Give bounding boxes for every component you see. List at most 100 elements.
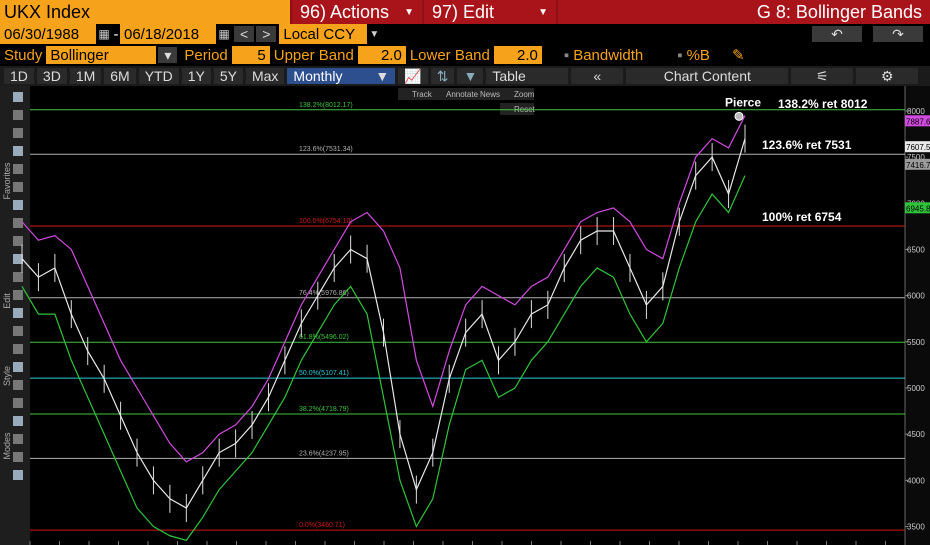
last-value-box [905, 141, 930, 153]
chart-icon[interactable]: ▼ [457, 68, 484, 84]
side-icon[interactable] [13, 272, 23, 282]
function-label: G 8: Bollinger Bands [756, 1, 922, 22]
chart-tool[interactable]: News [480, 90, 500, 99]
table-tab[interactable]: Table [486, 68, 569, 84]
level-label: 23.6%(4237.95) [299, 450, 349, 457]
range-tab[interactable]: 1D [4, 68, 34, 84]
series-line [21, 115, 746, 463]
edit-label: 97) Edit [432, 1, 495, 22]
side-icon[interactable] [13, 200, 23, 210]
annotation: 100% ret 6754 [762, 210, 842, 224]
tool-icon[interactable]: ⚟ [791, 68, 854, 84]
actions-label: 96) Actions [300, 1, 390, 22]
range-bar: 1D 3D 1M 6M YTD 1Y 5Y Max Monthly ▼ 📈 ⇅ ▼ Table «Chart… [0, 66, 930, 86]
study-select[interactable]: Bollinger [46, 46, 157, 64]
range-tab[interactable]: 1M [69, 68, 102, 84]
side-icon[interactable] [13, 254, 23, 264]
range-tab[interactable]: 3D [36, 68, 67, 84]
study-bar: Study Bollinger ▾ Period 5 Upper Band 2.… [0, 44, 930, 66]
prev-button[interactable]: < [234, 26, 255, 42]
chart-tool[interactable]: Annotate [446, 90, 479, 99]
side-tab: Favorites [2, 162, 12, 200]
side-icon[interactable] [13, 398, 23, 408]
level-label: 38.2%(4718.79) [299, 406, 349, 413]
level-label: 100.0%(6754.10) [299, 218, 353, 225]
level-label: 61.8%(5496.02) [299, 334, 349, 341]
side-icon[interactable] [13, 470, 23, 480]
edit-menu[interactable]: 97) Edit ▼ [424, 0, 556, 24]
end-date[interactable]: 06/18/2018 [120, 24, 216, 44]
range-tab[interactable]: YTD [138, 68, 179, 84]
side-tab: Edit [2, 293, 12, 309]
chart-tool[interactable]: Track [412, 90, 433, 99]
level-label: 0.0%(3460.71) [299, 522, 345, 529]
function-title: G 8: Bollinger Bands [558, 0, 930, 24]
actions-menu[interactable]: 96) Actions ▼ [292, 0, 422, 24]
side-icon[interactable] [13, 182, 23, 192]
side-icon[interactable] [13, 146, 23, 156]
chart-tools [398, 88, 534, 100]
y-tick-label: 5500 [907, 338, 925, 347]
period-input[interactable]: 5 [231, 46, 270, 64]
currency[interactable]: Local CCY [279, 24, 368, 44]
side-icon[interactable] [13, 236, 23, 246]
next-button[interactable]: > [256, 26, 277, 42]
side-icon[interactable] [13, 308, 23, 318]
tool-icon[interactable]: ⚙ [856, 68, 919, 84]
side-icon[interactable] [13, 164, 23, 174]
chart: Favorites Edit Style Modes Track Annotate News… [0, 86, 930, 545]
frequency-tab[interactable]: Monthly [287, 68, 370, 84]
upper-input[interactable]: 2.0 [357, 46, 406, 64]
side-icon[interactable] [13, 128, 23, 138]
dropdown-arrow[interactable]: ▼ [369, 68, 396, 84]
range-tab[interactable]: 6M [104, 68, 136, 84]
range-tab[interactable]: 5Y [213, 68, 243, 84]
last-value-label: 6945.80 [906, 204, 930, 213]
annotation: Pierce [725, 95, 761, 109]
collapse-button[interactable]: « [571, 68, 624, 84]
reset-button[interactable] [500, 103, 534, 115]
lower-input[interactable]: 2.0 [493, 46, 542, 64]
title-bar: UKX Index 96) Actions ▼ 97) Edit ▼ G 8: Bo… [0, 0, 930, 24]
range-tab[interactable]: 1Y [181, 68, 211, 84]
pencil-icon[interactable]: ✎ [731, 47, 745, 64]
ticker[interactable]: UKX Index [0, 0, 290, 24]
y-tick-label: 8000 [907, 107, 925, 116]
calendar-icon[interactable]: ▦ [218, 27, 230, 41]
side-icon[interactable] [13, 344, 23, 354]
pierce-marker [734, 111, 744, 121]
chart-tool[interactable]: Zoom [514, 90, 535, 99]
level-label: 138.2%(8012.17) [299, 102, 353, 109]
undo-button[interactable]: ↶ [812, 26, 862, 42]
side-icon[interactable] [13, 110, 23, 120]
side-icon[interactable] [13, 218, 23, 228]
redo-button[interactable]: ↷ [873, 26, 923, 42]
y-tick-label: 3500 [907, 523, 925, 532]
side-icon[interactable] [13, 326, 23, 336]
last-value-label: 7607.57 [906, 143, 930, 152]
y-tick-label: 4500 [907, 430, 925, 439]
side-icon[interactable] [13, 380, 23, 390]
side-icon[interactable] [13, 434, 23, 444]
side-icon[interactable] [13, 290, 23, 300]
chart-icon[interactable]: ⇅ [430, 68, 455, 84]
y-tick-label: 6500 [907, 245, 925, 254]
calendar-icon[interactable]: ▦ [98, 27, 110, 41]
pctb-label: %B [686, 46, 710, 64]
checkbox[interactable]: ▪ [677, 46, 683, 64]
start-date[interactable]: 06/30/1988 [0, 24, 96, 44]
checkbox[interactable]: ▪ [563, 46, 570, 64]
side-icon[interactable] [13, 92, 23, 102]
side-icon[interactable] [13, 362, 23, 372]
last-value-box [905, 202, 930, 214]
chart-content-tab[interactable]: Chart Content [626, 68, 789, 84]
side-icon[interactable] [13, 416, 23, 426]
side-icon[interactable] [13, 452, 23, 462]
chart-icon[interactable]: 📈 [398, 68, 428, 84]
lower-label: Lower Band [409, 46, 490, 64]
dropdown-arrow[interactable]: ▾ [158, 47, 178, 63]
dropdown-arrow[interactable]: ▼ [369, 28, 380, 40]
range-tab[interactable]: Max [245, 68, 285, 84]
date-bar: 06/30/1988 ▦ - 06/18/2018 ▦ < > Local CC… [0, 24, 930, 44]
